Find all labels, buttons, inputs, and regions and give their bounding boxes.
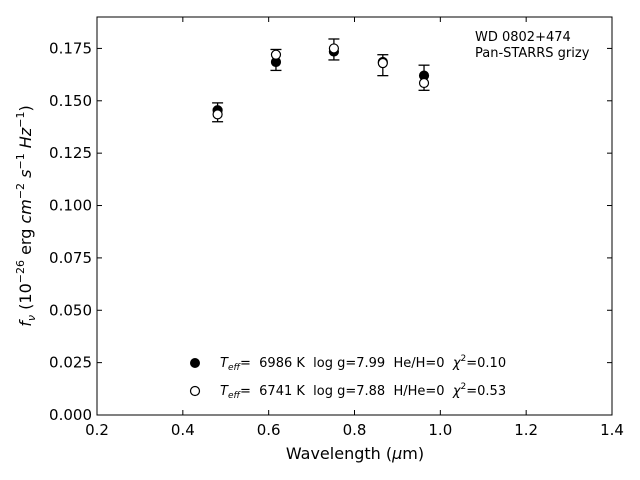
x-tick-label: 0.6 bbox=[257, 421, 281, 439]
y-tick-label: 0.175 bbox=[49, 39, 92, 57]
point-open bbox=[212, 109, 223, 120]
axes: 0.2 0.4 0.6 0.8 1.0 1.2 1.4 0.000 0.025 0.050 0.07… bbox=[49, 16, 624, 439]
legend-entry-2: Teff= 6741 K log g=7.88 H/He=0 χ2=0.53 bbox=[220, 382, 506, 401]
y-tick-label: 0.100 bbox=[49, 197, 92, 215]
data-marks bbox=[212, 38, 430, 123]
x-tick-label: 1.2 bbox=[514, 421, 538, 439]
point-open bbox=[377, 57, 388, 69]
legend-marker-filled bbox=[190, 358, 200, 368]
point-open bbox=[270, 49, 282, 60]
point-open bbox=[418, 77, 430, 89]
x-tick-label: 0.4 bbox=[171, 421, 195, 439]
x-axis-label: Wavelength (μm) bbox=[286, 444, 424, 463]
x-tick-label: 0.8 bbox=[343, 421, 367, 439]
x-tick-label: 1.0 bbox=[428, 421, 452, 439]
point-open bbox=[328, 43, 339, 54]
legend: Teff= 6986 K log g=7.99 He/H=0 χ2=0.10 T… bbox=[189, 354, 506, 401]
x-tick-label: 0.2 bbox=[85, 421, 109, 439]
y-tick-label: 0.075 bbox=[49, 249, 92, 267]
y-tick-label: 0.125 bbox=[49, 144, 92, 162]
x-tick-label: 1.4 bbox=[600, 421, 624, 439]
y-tick-label: 0.150 bbox=[49, 92, 92, 110]
y-tick-label: 0.050 bbox=[49, 301, 92, 319]
y-tick-label: 0.000 bbox=[49, 406, 92, 424]
annotation-line-1: WD 0802+474 bbox=[475, 30, 571, 45]
y-axis-label: fν (10−26 erg cm−2 s−1 Hz−1) bbox=[14, 105, 38, 326]
legend-entry-1: Teff= 6986 K log g=7.99 He/H=0 χ2=0.10 bbox=[220, 354, 506, 373]
y-tick-label: 0.025 bbox=[49, 354, 92, 372]
legend-marker-open bbox=[189, 385, 201, 397]
annotation-line-2: Pan-STARRS grizy bbox=[475, 46, 590, 61]
